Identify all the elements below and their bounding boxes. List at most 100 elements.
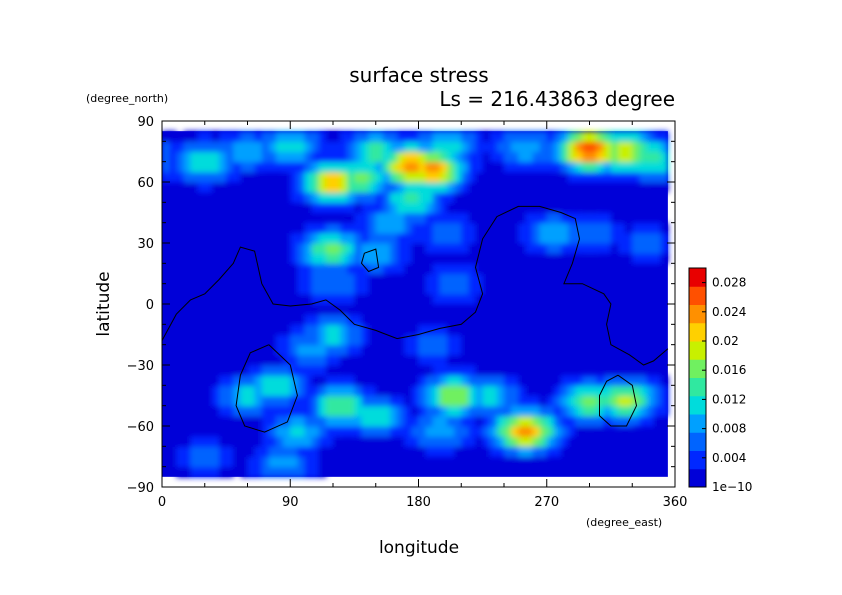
heatmap-cell bbox=[375, 426, 384, 437]
y-tick-label: 60 bbox=[137, 176, 154, 191]
heatmap-cell bbox=[347, 375, 355, 386]
heatmap-cell bbox=[425, 365, 434, 376]
heatmap-cell bbox=[347, 182, 355, 193]
heatmap-cell bbox=[261, 415, 270, 427]
x-tick-label: 360 bbox=[663, 495, 688, 510]
heatmap-cell bbox=[368, 192, 377, 203]
heatmap-cell bbox=[197, 456, 206, 468]
heatmap-cell bbox=[318, 365, 327, 376]
heatmap-cell bbox=[283, 415, 291, 427]
heatmap-cell bbox=[568, 222, 576, 234]
heatmap-cell bbox=[226, 365, 234, 376]
heatmap-cell bbox=[318, 466, 327, 478]
heatmap-cell bbox=[568, 151, 576, 163]
continent-contours bbox=[162, 205, 669, 433]
heatmap-cell bbox=[368, 395, 377, 407]
heatmap-cell bbox=[582, 131, 591, 142]
heatmap-cell bbox=[340, 426, 348, 437]
heatmap-cell bbox=[226, 456, 234, 468]
heatmap-cell bbox=[276, 161, 284, 173]
heatmap-cell bbox=[653, 415, 662, 427]
heatmap-cell bbox=[354, 222, 363, 234]
heatmap-cell bbox=[261, 365, 270, 376]
heatmap-cell bbox=[176, 141, 184, 153]
heatmap-cell bbox=[454, 171, 462, 183]
heatmap-cell bbox=[368, 243, 377, 254]
heatmap-cell bbox=[375, 436, 384, 447]
heatmap-cell bbox=[204, 385, 213, 397]
heatmap-cell bbox=[304, 232, 313, 244]
heatmap-cell bbox=[382, 161, 391, 173]
heatmap-cell bbox=[568, 395, 576, 407]
heatmap-cell bbox=[596, 405, 605, 417]
heatmap-cell bbox=[169, 446, 177, 458]
heatmap-cell bbox=[482, 151, 491, 163]
heatmap-cell bbox=[439, 293, 448, 305]
heatmap-cell bbox=[261, 405, 270, 417]
heatmap-cell bbox=[568, 426, 576, 437]
heatmap-cell bbox=[375, 151, 384, 163]
heatmap-cell bbox=[390, 253, 398, 264]
heatmap-cell bbox=[361, 192, 370, 203]
colorbar-segment bbox=[689, 468, 706, 488]
heatmap-cell bbox=[447, 171, 455, 183]
heatmap-cell bbox=[254, 151, 263, 163]
heatmap-cell bbox=[432, 171, 441, 183]
heatmap-cell bbox=[539, 436, 548, 447]
heatmap-cell bbox=[610, 375, 619, 386]
heatmap-cell bbox=[233, 456, 241, 468]
heatmap-cell bbox=[454, 131, 462, 142]
heatmap-cell bbox=[468, 385, 477, 397]
heatmap-cell bbox=[197, 171, 206, 183]
heatmap-cell bbox=[347, 334, 355, 346]
heatmap-cell bbox=[639, 151, 648, 163]
heatmap-cell bbox=[226, 415, 234, 427]
heatmap-cell bbox=[382, 426, 391, 437]
heatmap-cell bbox=[297, 151, 306, 163]
heatmap-cell bbox=[653, 171, 662, 183]
heatmap-cell bbox=[553, 222, 562, 234]
heatmap-cell bbox=[404, 436, 412, 447]
heatmap-cell bbox=[375, 253, 384, 264]
heatmap-cell bbox=[219, 182, 227, 193]
heatmap-cell bbox=[304, 385, 313, 397]
heatmap-cell bbox=[404, 334, 412, 346]
heatmap-cell bbox=[347, 151, 355, 163]
heatmap-cell bbox=[475, 375, 484, 386]
heatmap-cell bbox=[432, 344, 441, 356]
heatmap-cell bbox=[382, 222, 391, 234]
heatmap-cell bbox=[354, 273, 363, 285]
heatmap-cell bbox=[219, 466, 227, 478]
heatmap-cell bbox=[197, 446, 206, 458]
heatmap-cell bbox=[582, 253, 591, 264]
heatmap-cell bbox=[632, 151, 640, 163]
heatmap-cell bbox=[240, 375, 249, 386]
heatmap-cell bbox=[447, 344, 455, 356]
heatmap-cell bbox=[247, 131, 256, 142]
heatmap-cell bbox=[283, 395, 291, 407]
heatmap-cell bbox=[304, 466, 313, 478]
heatmap-cell bbox=[461, 283, 469, 295]
heatmap-cell bbox=[311, 263, 320, 275]
heatmap-cell bbox=[397, 395, 405, 407]
heatmap-cell bbox=[404, 151, 412, 163]
heatmap-cell bbox=[368, 385, 377, 397]
heatmap-cell bbox=[561, 436, 569, 447]
heatmap-cell bbox=[404, 171, 412, 183]
heatmap-cell bbox=[211, 171, 220, 183]
heatmap-cell bbox=[625, 151, 633, 163]
heatmap-cell bbox=[461, 385, 469, 397]
heatmap-cell bbox=[468, 415, 477, 427]
heatmap-cell bbox=[539, 395, 548, 407]
heatmap-cell bbox=[254, 446, 263, 458]
heatmap-cell bbox=[333, 385, 341, 397]
heatmap-cell bbox=[290, 385, 298, 397]
heatmap-cell bbox=[496, 141, 505, 153]
heatmap-cell bbox=[525, 385, 534, 397]
colorbar-tick-label: 0.016 bbox=[712, 363, 746, 377]
heatmap-cell bbox=[418, 324, 427, 336]
heatmap-cell bbox=[375, 405, 384, 417]
heatmap-cell bbox=[268, 456, 277, 468]
heatmap-cell bbox=[553, 385, 562, 397]
heatmap-cell bbox=[603, 171, 612, 183]
